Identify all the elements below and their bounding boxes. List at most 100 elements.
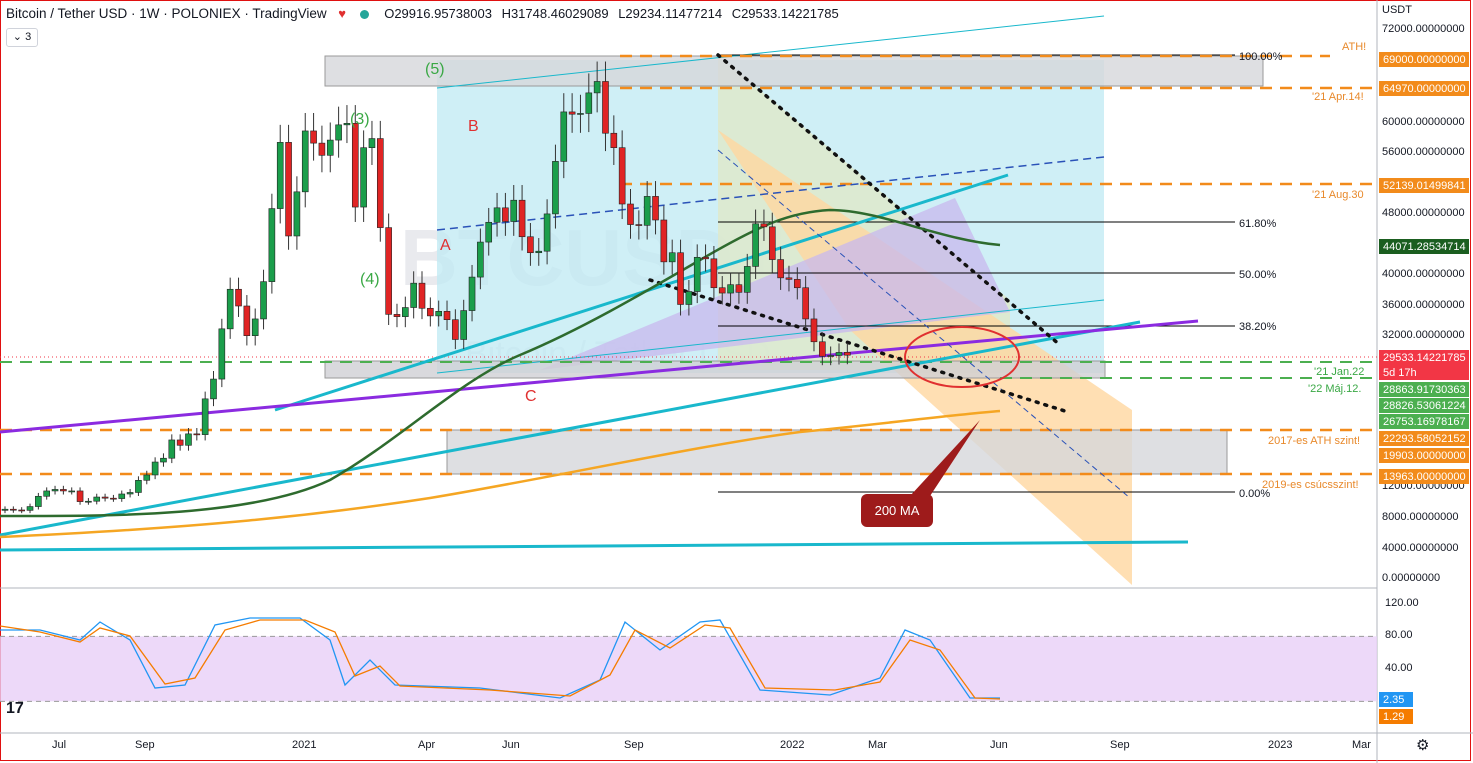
- candle-body: [293, 191, 301, 237]
- candle-body: [827, 355, 834, 357]
- date-tick-label: Mar: [868, 739, 887, 751]
- candle-body: [85, 500, 92, 503]
- wave-label: (4): [360, 271, 380, 288]
- candle-body: [160, 457, 167, 463]
- price-tag: [1379, 431, 1469, 446]
- candle-body: [460, 310, 468, 340]
- candle-body: [643, 196, 651, 226]
- candle-body: [301, 130, 309, 193]
- price-tag-label: 44071.28534714: [1383, 241, 1466, 253]
- gear-icon[interactable]: ⚙: [1416, 737, 1430, 754]
- candle-body: [835, 352, 843, 356]
- candle-body: [819, 341, 826, 357]
- candle-body: [10, 508, 17, 511]
- date-tick-label: 2021: [292, 739, 316, 751]
- indicator-count: 3: [25, 31, 32, 43]
- candle-body: [477, 241, 484, 278]
- candle-body: [427, 307, 434, 317]
- currency-label: USDT: [1382, 4, 1412, 16]
- candle-body: [627, 203, 634, 225]
- candle-body: [727, 284, 734, 294]
- tradingview-logo-icon[interactable]: 17: [6, 700, 24, 717]
- candle-body: [510, 199, 518, 222]
- cyan-base-line: [0, 540, 1189, 552]
- candle-body: [135, 479, 142, 493]
- candle-body: [435, 311, 442, 317]
- ma200-callout: 200 MA: [861, 494, 933, 527]
- candle-body: [752, 223, 759, 267]
- symbol-title[interactable]: Bitcoin / Tether USD · 1W · POLONIEX · T…: [6, 6, 327, 21]
- price-tag-label: 28863.91730363: [1383, 384, 1466, 396]
- ath2017-label: 2017-es ATH szint!: [1268, 435, 1360, 447]
- maj12-label: '22 Máj.12.: [1308, 383, 1361, 395]
- candle-body: [26, 506, 34, 511]
- price-tag: [1379, 448, 1469, 463]
- candle-body: [693, 256, 701, 292]
- candle-body: [168, 439, 176, 459]
- candle-body: [251, 318, 259, 336]
- stoch-band: [0, 636, 1377, 702]
- candle-body: [226, 288, 234, 330]
- candle-body: [193, 433, 201, 436]
- date-tick-label: Sep: [624, 739, 644, 751]
- candle-body: [176, 439, 184, 446]
- channel-lower-line: [436, 299, 1105, 374]
- candle-body: [260, 281, 267, 320]
- candle-body: [702, 256, 709, 260]
- aug30-label: '21 Aug.30: [1312, 189, 1364, 201]
- fib0-label: 0.00%: [1239, 488, 1270, 500]
- dotted-downtrend: [716, 53, 1062, 347]
- candle-body: [243, 305, 251, 336]
- ohlc-high: H31748.46029089: [501, 6, 609, 21]
- candle-body: [410, 282, 417, 308]
- candle-body: [635, 224, 643, 226]
- candle-body: [543, 213, 551, 252]
- heart-icon[interactable]: ♥: [338, 6, 346, 21]
- purple-trendline: [0, 319, 1199, 434]
- fib382-label: 38.20%: [1239, 321, 1277, 333]
- price-tag-label: 26753.16978167: [1383, 416, 1466, 428]
- candle-body: [735, 284, 743, 293]
- wave-label: (5): [425, 61, 445, 78]
- date-tick-label: Jun: [502, 739, 520, 751]
- oscillator-tick-label: 40.00: [1385, 662, 1413, 674]
- wave-label: A: [440, 237, 451, 254]
- price-tag-label: 52139.01499841: [1383, 180, 1466, 192]
- date-tick-label: Mar: [1352, 739, 1371, 751]
- stoch-d-line: [0, 619, 1001, 700]
- oscillator-tick-label: 120.00: [1385, 597, 1419, 609]
- candle-body: [326, 139, 334, 156]
- price-tag: [1379, 239, 1469, 254]
- candle-body: [143, 474, 151, 481]
- support-zone-box: [324, 360, 1106, 379]
- indicators-toggle-button[interactable]: ⌄ 3: [6, 28, 38, 47]
- price-tick-label: 4000.00000000: [1382, 542, 1458, 554]
- candle-body: [802, 287, 809, 320]
- candle-body: [568, 111, 576, 115]
- price-tag: [1379, 178, 1469, 193]
- candle-body: [527, 236, 534, 254]
- date-tick-label: 2022: [780, 739, 804, 751]
- price-tick-label: 8000.00000000: [1382, 511, 1458, 523]
- candle-body: [718, 287, 726, 294]
- candle-body: [402, 307, 409, 317]
- candle-body: [685, 291, 693, 305]
- candle-body: [185, 433, 192, 446]
- candle-body: [43, 490, 51, 497]
- wave-label: (3): [350, 111, 370, 128]
- 2017-ath-zone-box: [446, 429, 1228, 475]
- price-tag: [1379, 469, 1469, 484]
- ohlc-low: L29234.11477214: [618, 6, 723, 21]
- price-tick-label: 40000.00000000: [1382, 268, 1465, 280]
- candle-body: [76, 490, 84, 502]
- candle-body: [810, 318, 818, 343]
- callout-arrow: [910, 420, 980, 496]
- candle-body: [276, 142, 284, 209]
- chevron-down-icon: ⌄: [12, 31, 23, 43]
- price-tag-label: 69000.00000000: [1383, 54, 1466, 66]
- candle-body: [785, 277, 793, 280]
- candle-body: [560, 111, 568, 162]
- candle-body: [385, 227, 392, 315]
